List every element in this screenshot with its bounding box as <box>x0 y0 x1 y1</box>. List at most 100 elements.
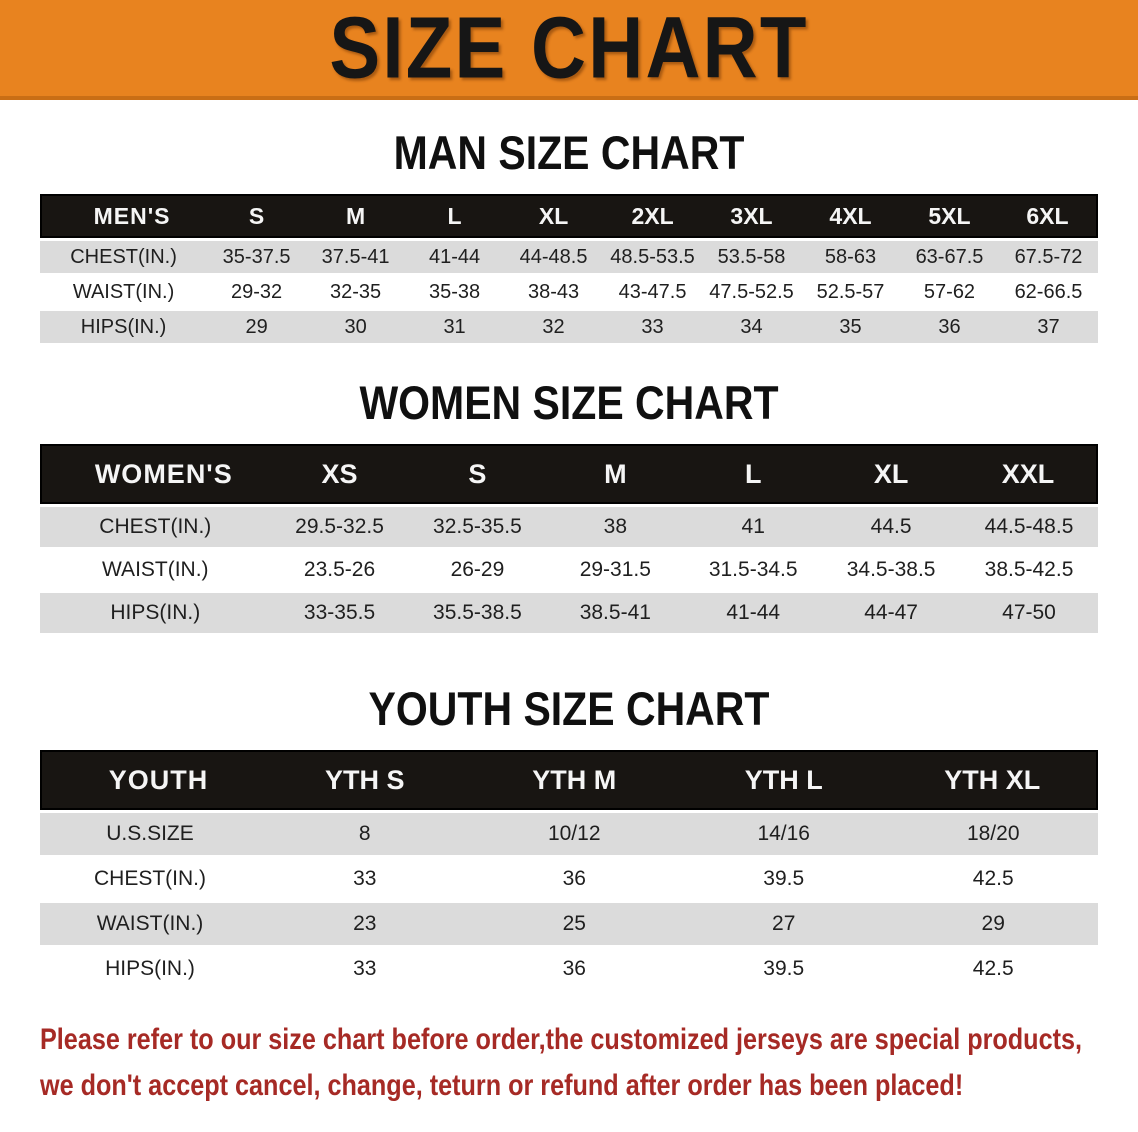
size-value-cell: 35 <box>839 315 862 338</box>
table-header-row: WOMEN'S XS S M L XL XXL <box>40 444 1098 504</box>
size-column-header: 2XL <box>603 194 703 238</box>
size-value-cell: 47-50 <box>1002 601 1056 624</box>
size-column-header: XL <box>822 444 961 504</box>
row-label: WAIST(IN.) <box>72 280 175 303</box>
size-value-cell: 31.5-34.5 <box>708 558 798 581</box>
table-title-cell: MEN'S <box>40 194 208 238</box>
size-value-cell: 37 <box>1037 315 1060 338</box>
size-value-cell: 23.5-26 <box>303 558 376 581</box>
size-value-cell: 32 <box>542 315 565 338</box>
table-title-cell: YOUTH <box>40 750 261 810</box>
measurement-row: HIPS(IN.) 33-35.5 35.5-38.5 38.5-41 41-44 44-… <box>40 593 1098 633</box>
table-header-row: YOUTH YTH S YTH M YTH L YTH XL <box>40 750 1098 810</box>
order-disclaimer: Please refer to our size chart before or… <box>40 1017 1083 1109</box>
size-value-cell: 32.5-35.5 <box>433 515 522 538</box>
banner-title: SIZE CHART <box>329 0 809 97</box>
size-chart-banner: SIZE CHART <box>0 0 1138 100</box>
size-value-cell: 67.5-72 <box>1014 245 1083 268</box>
row-label: U.S.SIZE <box>106 822 194 845</box>
size-value-cell: 48.5-53.5 <box>610 245 695 268</box>
size-value-cell: 36 <box>562 957 586 980</box>
table-header-row: MEN'S S M L XL 2XL 3XL 4XL 5XL 6XL <box>40 194 1098 238</box>
size-value-cell: 47.5-52.5 <box>709 280 794 303</box>
size-column-header: M <box>546 444 685 504</box>
size-value-cell: 41-44 <box>726 601 781 624</box>
size-value-cell: 30 <box>344 315 367 338</box>
size-column-header: YTH M <box>469 750 679 810</box>
size-value-cell: 41-44 <box>428 245 481 268</box>
size-value-cell: 38 <box>603 515 627 538</box>
size-value-cell: 42.5 <box>972 867 1014 890</box>
size-column-header: YTH XL <box>888 750 1098 810</box>
size-column-header: L <box>405 194 505 238</box>
size-column-header: XS <box>270 444 409 504</box>
size-column-header: M <box>306 194 406 238</box>
size-value-cell: 38.5-42.5 <box>984 558 1074 581</box>
size-value-cell: 63-67.5 <box>915 245 984 268</box>
size-value-cell: 33 <box>353 957 377 980</box>
size-column-header: XXL <box>960 444 1098 504</box>
row-label: CHEST(IN.) <box>70 245 177 268</box>
size-value-cell: 39.5 <box>763 867 805 890</box>
size-value-cell: 23 <box>353 912 377 935</box>
youth-size-table: YOUTH YTH S YTH M YTH L YTH XL U.S.SIZE 8 10/12… <box>40 747 1098 993</box>
youth-section-heading: YOUTH SIZE CHART <box>368 682 770 736</box>
size-column-header: S <box>207 194 307 238</box>
size-column-header: YTH L <box>678 750 889 810</box>
size-value-cell: 29.5-32.5 <box>295 515 384 538</box>
size-value-cell: 10/12 <box>547 822 601 845</box>
size-value-cell: 31 <box>443 315 466 338</box>
size-column-header: 5XL <box>900 194 999 238</box>
size-value-cell: 42.5 <box>972 957 1014 980</box>
size-column-header: S <box>408 444 547 504</box>
size-value-cell: 35-37.5 <box>222 245 291 268</box>
size-value-cell: 44-47 <box>864 601 918 624</box>
womens-size-table: WOMEN'S XS S M L XL XXL CHEST(IN.) 29.5-32.5 32.5… <box>40 441 1098 636</box>
size-value-cell: 29-32 <box>231 280 283 303</box>
size-value-cell: 29 <box>981 912 1005 935</box>
size-value-cell: 34 <box>740 315 763 338</box>
size-value-cell: 52.5-57 <box>816 280 885 303</box>
size-value-cell: 34.5-38.5 <box>846 558 936 581</box>
size-value-cell: 14/16 <box>757 822 810 845</box>
size-column-header: L <box>684 444 823 504</box>
size-value-cell: 38-43 <box>527 280 580 303</box>
size-value-cell: 36 <box>562 867 586 890</box>
row-label: HIPS(IN.) <box>80 315 167 338</box>
size-value-cell: 33 <box>353 867 377 890</box>
size-value-cell: 58-63 <box>824 245 877 268</box>
size-column-header: 6XL <box>998 194 1098 238</box>
disclaimer-line-2: we don't accept cancel, change, teturn o… <box>40 1069 964 1102</box>
size-value-cell: 44-48.5 <box>519 245 588 268</box>
disclaimer-line-1: Please refer to our size chart before or… <box>40 1023 1083 1056</box>
measurement-row: CHEST(IN.) 29.5-32.5 32.5-35.5 38 41 44.5 44.5… <box>40 507 1098 547</box>
size-value-cell: 33-35.5 <box>303 601 376 624</box>
size-value-cell: 35.5-38.5 <box>433 601 522 624</box>
measurement-row: HIPS(IN.) 29 30 31 32 33 34 35 36 37 <box>40 311 1098 343</box>
size-value-cell: 8 <box>358 822 371 845</box>
women-section-heading: WOMEN SIZE CHART <box>359 376 779 430</box>
table-title-cell: WOMEN'S <box>40 444 271 504</box>
measurement-row: WAIST(IN.) 23.5-26 26-29 29-31.5 31.5-34.5 34… <box>40 550 1098 590</box>
size-value-cell: 18/20 <box>966 822 1020 845</box>
size-value-cell: 43-47.5 <box>618 280 687 303</box>
measurement-row: CHEST(IN.) 33 36 39.5 42.5 <box>40 858 1098 900</box>
size-value-cell: 44.5 <box>870 515 912 538</box>
size-value-cell: 32-35 <box>330 280 382 303</box>
row-label: WAIST(IN.) <box>96 912 204 935</box>
row-label: CHEST(IN.) <box>99 515 212 538</box>
size-value-cell: 37.5-41 <box>321 245 390 268</box>
row-label: HIPS(IN.) <box>105 957 195 980</box>
size-column-header: YTH S <box>260 750 470 810</box>
size-value-cell: 39.5 <box>763 957 805 980</box>
measurement-row: WAIST(IN.) 23 25 27 29 <box>40 903 1098 945</box>
size-value-cell: 29-31.5 <box>579 558 651 581</box>
size-value-cell: 35-38 <box>428 280 481 303</box>
size-value-cell: 38.5-41 <box>579 601 651 624</box>
measurement-row: HIPS(IN.) 33 36 39.5 42.5 <box>40 948 1098 990</box>
size-value-cell: 57-62 <box>923 280 976 303</box>
measurement-row: WAIST(IN.) 29-32 32-35 35-38 38-43 43-47.5 47.… <box>40 276 1098 308</box>
mens-size-table: MEN'S S M L XL 2XL 3XL 4XL 5XL 6XL CHEST(IN.) 35-37… <box>40 191 1098 346</box>
size-column-header: 4XL <box>801 194 900 238</box>
size-value-cell: 26-29 <box>450 558 505 581</box>
